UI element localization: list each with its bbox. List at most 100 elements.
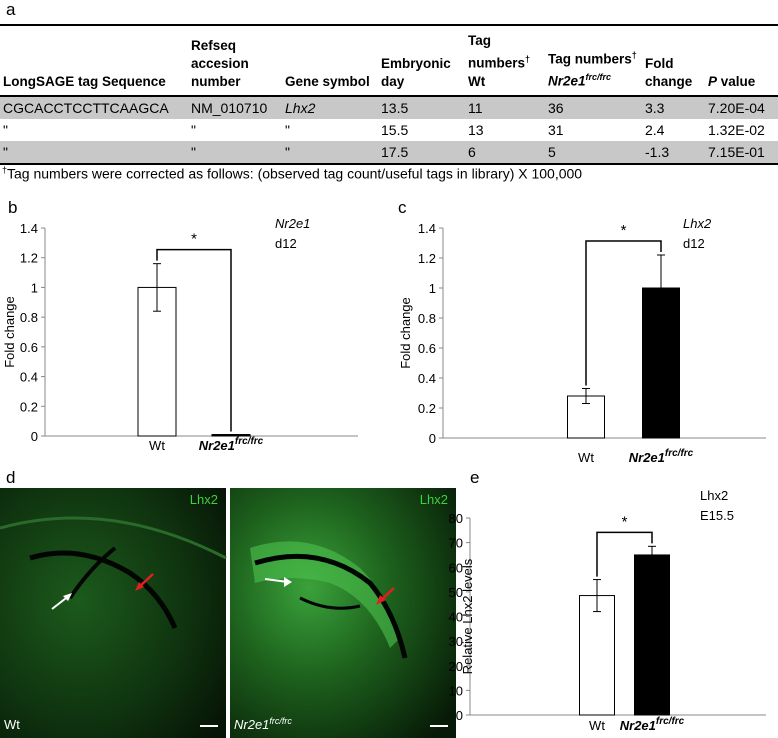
table-cell: 3.3: [642, 95, 705, 119]
micrographs: Lhx2 Lhx2 Wt Nr2e1frc/frc: [0, 488, 456, 738]
y-tick-label: 0.8: [20, 310, 38, 325]
header-cell: Fold change: [642, 24, 705, 97]
significance-mark: *: [191, 231, 197, 248]
table-cell: NM_010710: [188, 95, 282, 119]
y-tick-label: 0: [31, 429, 38, 444]
bar: [579, 595, 615, 716]
x-tick-label: Wt: [578, 450, 594, 465]
table-row: CGCACCTCCTTCAAGCA NM_010710 Lhx2 13.5 11 36 3.…: [0, 95, 778, 119]
genotype-sup: frc/frc: [269, 716, 292, 726]
table-body: CGCACCTCCTTCAAGCA NM_010710 Lhx2 13.5 11 36 3.…: [0, 95, 778, 165]
header-mark: †: [525, 54, 531, 64]
x-tick-label: Nr2e1frc/frc: [629, 448, 694, 465]
table-cell: 1.32E-02: [708, 121, 765, 138]
table-cell: ": [191, 121, 196, 138]
y-tick-label: 1.4: [418, 221, 436, 236]
panel-label: a: [6, 0, 16, 19]
table-cell: ": [282, 140, 378, 165]
table-row: " " " 17.5 6 5 -1.3 7.15E-01: [0, 140, 778, 165]
ventricle: [299, 596, 361, 610]
x-tick-label-base: Nr2e1: [620, 718, 656, 733]
bar: [567, 395, 605, 439]
x-tick-label-sup: frc/frc: [656, 716, 685, 727]
table-cell: 7.15E-01: [705, 140, 778, 165]
panel-label: e: [470, 468, 480, 487]
genotype-base: Nr2e1: [234, 717, 269, 732]
bar: [642, 287, 680, 439]
y-axis-label: Fold change: [398, 297, 413, 369]
table-cell: ": [0, 140, 188, 165]
header-text: Tag numbers: [548, 51, 632, 66]
bar: [211, 434, 251, 437]
header-cell: Tag numbers† Wt: [465, 24, 545, 97]
significance-bracket: [596, 531, 653, 577]
annotation: Lhx2: [683, 216, 712, 231]
significance-bracket: [585, 240, 662, 386]
y-tick-label: 0.2: [20, 399, 38, 414]
footnote: †Tag numbers were corrected as follows: …: [2, 165, 582, 182]
y-axis-label: Relative Lhx2 levels: [460, 558, 475, 674]
footnote-mark: †: [2, 165, 8, 175]
y-tick-label: 1.4: [20, 221, 38, 236]
table-cell: 36: [545, 95, 642, 119]
header-cell: Refseq accesion number: [188, 24, 282, 97]
significance-bracket: [156, 248, 232, 432]
table-cell: CGCACCTCCTTCAAGCA: [0, 95, 188, 119]
error-bar: [648, 545, 656, 565]
y-tick-label: 0.2: [418, 401, 436, 416]
header-cell: Gene symbol: [282, 24, 378, 97]
annotation: d12: [683, 236, 705, 251]
annotation: d12: [275, 236, 297, 251]
bar: [634, 554, 670, 716]
x-tick-label: Wt: [149, 438, 165, 453]
y-tick-label: 0.4: [20, 370, 38, 385]
x-tick-label: Nr2e1frc/frc: [620, 716, 685, 733]
x-tick-label-sup: frc/frc: [235, 436, 264, 447]
header-cell: Tag numbers† Nr2e1frc/frc: [545, 24, 642, 97]
panel-label: b: [8, 198, 18, 217]
header-row: LongSAGE tag Sequence Refseq accesion nu…: [0, 24, 778, 97]
panel-label: d: [6, 468, 16, 487]
y-tick-label: 0.8: [418, 311, 436, 326]
table-cell: Lhx2: [282, 95, 378, 119]
x-tick-label: Wt: [589, 718, 605, 733]
table-cell: ": [285, 121, 290, 138]
data-table: LongSAGE tag Sequence Refseq accesion nu…: [0, 24, 778, 165]
header-text: Tag numbers: [468, 33, 526, 71]
error-bar: [582, 388, 590, 404]
significance-mark: *: [622, 513, 628, 530]
table-cell: 17.5: [378, 140, 465, 165]
panel-label: c: [398, 198, 407, 217]
ventricle: [68, 546, 117, 600]
genotype-label: Nr2e1frc/frc: [234, 716, 292, 732]
header-text: Wt: [468, 73, 486, 89]
table-cell: ": [3, 121, 8, 138]
y-tick-label: 1.2: [20, 251, 38, 266]
y-tick-label: 0.4: [418, 371, 436, 386]
header-sup: frc/frc: [585, 72, 612, 82]
table-cell: 15.5: [381, 121, 409, 138]
x-tick-label-base: Nr2e1: [199, 438, 235, 453]
ventricle: [29, 550, 178, 629]
y-tick-label: 0.6: [418, 341, 436, 356]
error-bar: [153, 263, 161, 312]
header-text: Nr2e1: [548, 73, 586, 89]
error-bar: [657, 254, 665, 322]
lhx2-domain: [250, 541, 400, 648]
y-tick-label: 1: [31, 280, 38, 295]
table-cell: 5: [545, 140, 642, 165]
table-cell: 13: [468, 121, 484, 138]
arrowhead: [376, 595, 386, 605]
table-cell: 7.20E-04: [705, 95, 778, 119]
x-tick-label: Nr2e1frc/frc: [199, 436, 264, 453]
table-cell: 31: [548, 121, 564, 138]
genotype-label: Wt: [4, 717, 20, 732]
header-mark: †: [631, 49, 637, 60]
arrowhead: [284, 577, 292, 587]
table-cell: 13.5: [378, 95, 465, 119]
tissue-edge: [0, 516, 227, 560]
y-tick-label: 1.2: [418, 251, 436, 266]
x-tick-label-sup: frc/frc: [665, 448, 694, 459]
stain-label: Lhx2: [190, 492, 218, 507]
